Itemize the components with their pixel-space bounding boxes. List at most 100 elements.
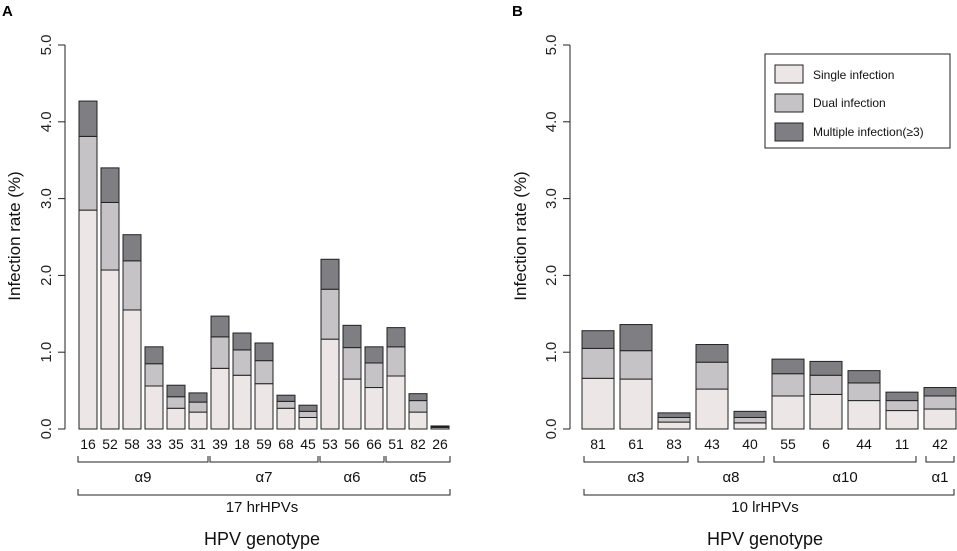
panel-b-bar-6-dual <box>809 374 843 395</box>
panel-b-group-label: α8 <box>722 469 739 486</box>
panel-a-bar-35-dual <box>166 396 186 409</box>
panel-a-bar-45-multiple <box>298 404 318 412</box>
panel-a-bar-59-multiple <box>254 342 274 362</box>
panel-a-y-tick-label: 1.0 <box>38 342 55 363</box>
panel-b-category-label: 42 <box>932 436 948 452</box>
legend-label-dual: Dual infection <box>813 96 886 110</box>
panel-a-group-bracket <box>319 456 385 463</box>
panel-b-bar-81-single <box>581 377 615 430</box>
panel-a-bar-68-multiple <box>276 394 296 402</box>
panel-a-category-label: 66 <box>366 436 382 452</box>
panel-a-bar-31-multiple <box>188 392 208 403</box>
panel-b-ylabel: Infection rate (%) <box>511 171 530 300</box>
panel-b-y-tick-label: 0.0 <box>543 419 560 440</box>
panel-a-bar-53-dual <box>320 288 340 340</box>
panel-a-supergroup-bracket <box>77 489 451 496</box>
panel-a-bar-56-multiple <box>342 324 362 349</box>
panel-a-plot: 0.0 1.0 2.0 3.0 4.0 5.0 16 52 58 33 35 31 39 18 59 68 45… <box>38 35 451 496</box>
panel-b-bar-44-single <box>847 400 881 430</box>
panel-b-bar-40-multiple <box>733 410 767 418</box>
panel-a-bar-59-single <box>254 383 274 430</box>
panel-a-bar-16-dual <box>78 135 98 211</box>
legend-label-single: Single infection <box>813 68 894 82</box>
panel-b-bar-55-dual <box>771 373 805 397</box>
panel-a-group-label: α6 <box>343 469 360 486</box>
panel-a-category-label: 45 <box>300 436 316 452</box>
panel-a-group-label: α5 <box>409 469 426 486</box>
panel-b-bar-43-dual <box>695 361 729 390</box>
panel-b-bar-6-multiple <box>809 360 843 376</box>
panel-a-bar-51-multiple <box>386 327 406 348</box>
panel-b-supergroup-bracket <box>583 489 955 496</box>
panel-b-category-label: 55 <box>780 436 796 452</box>
panel-b-group-label: α10 <box>832 469 857 486</box>
panel-b-bar-44-dual <box>847 382 881 402</box>
legend-swatch-multiple <box>774 122 804 142</box>
panel-a-bar-66-multiple <box>364 346 384 364</box>
panel-a-bar-51-dual <box>386 346 406 377</box>
panel-a-bar-16-multiple <box>78 100 98 137</box>
panel-b-group-bracket <box>583 456 689 463</box>
panel-a-label: A <box>2 3 13 20</box>
panel-a-bar-45-dual <box>298 410 318 418</box>
panel-b-y-tick-label: 1.0 <box>543 342 560 363</box>
panel-a-bar-51-single <box>386 375 406 430</box>
panel-a-bar-39-single <box>210 367 230 430</box>
panel-b-category-label: 43 <box>704 436 720 452</box>
panel-a-group-bracket <box>385 456 451 463</box>
panel-a-bar-68-dual <box>276 400 296 409</box>
panel-a-bar-58-dual <box>122 260 142 311</box>
panel-b-bar-83-single <box>657 421 691 430</box>
panel-b-category-label: 44 <box>856 436 872 452</box>
panel-b-category-label: 83 <box>666 436 682 452</box>
panel-a-category-label: 33 <box>146 436 162 452</box>
panel-b-category-label: 6 <box>822 436 830 452</box>
panel-a-category-label: 56 <box>344 436 360 452</box>
panel-a-xlabel: HPV genotype <box>204 529 320 549</box>
panel-b-bar-81-dual <box>581 347 615 379</box>
panel-b-xlabel: HPV genotype <box>707 529 823 549</box>
panel-a-group-label: α9 <box>134 469 151 486</box>
panel-b-bar-43-single <box>695 388 729 430</box>
panel-a-bar-59-dual <box>254 360 274 385</box>
panel-a-bar-39-multiple <box>210 315 230 338</box>
panel-a-category-label: 58 <box>124 436 140 452</box>
panel-a-bar-31-single <box>188 411 208 430</box>
panel-b-bar-11-multiple <box>885 391 919 402</box>
panel-a-ylabel: Infection rate (%) <box>5 171 24 300</box>
panel-a-bar-52-dual <box>100 201 120 271</box>
panel-b-group-bracket <box>697 456 765 463</box>
panel-b-bar-6-single <box>809 393 843 430</box>
panel-a-bar-82-single <box>408 411 428 430</box>
panel-b-category-label: 40 <box>742 436 758 452</box>
panel-a-bar-18-single <box>232 374 252 430</box>
panel-b-y-tick-label: 3.0 <box>543 188 560 209</box>
panel-a-bar-53-multiple <box>320 258 340 290</box>
panel-a-bar-35-single <box>166 407 186 430</box>
panel-b-group-bracket <box>925 456 955 463</box>
panel-a-bar-39-dual <box>210 336 230 369</box>
panel-b-y-tick-label: 2.0 <box>543 265 560 286</box>
panel-b-bar-11-dual <box>885 400 919 412</box>
legend-swatch-single <box>774 64 804 84</box>
panel-a-group-label: α7 <box>255 469 272 486</box>
panel-a-bar-68-single <box>276 407 296 430</box>
panel-b-bar-40-dual <box>733 416 767 424</box>
panel-a-bar-16-single <box>78 209 98 430</box>
panel-a-bar-82-multiple <box>408 393 428 402</box>
panel-b-y-tick-label: 5.0 <box>543 35 560 56</box>
panel-a-category-label: 31 <box>190 436 206 452</box>
panel-a-y-tick-label: 5.0 <box>38 35 55 56</box>
panel-b-bar-81-multiple <box>581 330 615 349</box>
panel-b-bar-55-single <box>771 395 805 430</box>
panel-a-bar-35-multiple <box>166 384 186 398</box>
panel-a-bar-45-single <box>298 416 318 430</box>
panel-a-y-tick-label: 3.0 <box>38 188 55 209</box>
panel-a-category-label: 82 <box>410 436 426 452</box>
panel-b-bar-83-dual <box>657 416 691 423</box>
panel-a-bar-33-dual <box>144 363 164 387</box>
panel-b-bar-55-multiple <box>771 358 805 375</box>
panel-b-category-label: 81 <box>590 436 606 452</box>
panel-b-category-label: 61 <box>628 436 644 452</box>
